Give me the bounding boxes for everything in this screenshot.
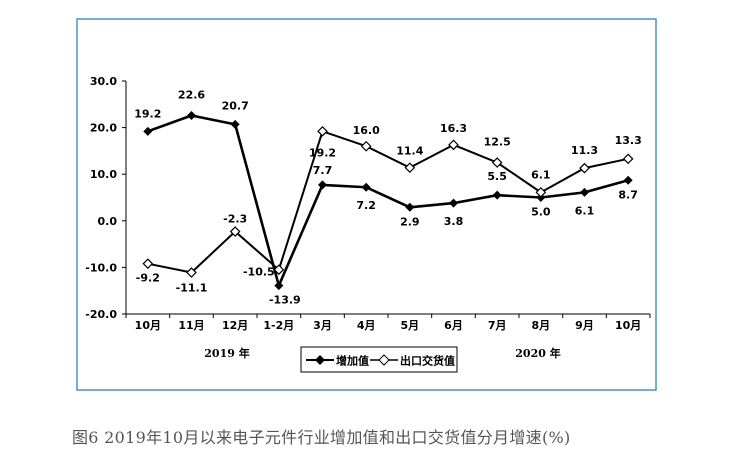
data-label: 16.3: [440, 122, 467, 135]
point-marker: [405, 202, 415, 212]
data-label: -10.5: [243, 266, 275, 279]
point-marker: [142, 258, 154, 270]
x-tick-label: 4月: [357, 319, 376, 332]
point-marker: [535, 187, 547, 198]
data-label: 22.6: [178, 88, 205, 101]
x-tick-label: 3月: [313, 319, 332, 332]
point-marker: [449, 198, 458, 208]
point-marker: [361, 182, 371, 192]
x-tick-label: 1-2月: [263, 319, 294, 332]
x-tick-label: 7月: [488, 319, 507, 332]
legend: 增加值 出口交货值: [300, 346, 458, 373]
y-tick-label: 20.0: [90, 122, 117, 135]
data-label: 19.2: [134, 107, 161, 120]
series-line-1: [147, 114, 629, 287]
data-label: 7.2: [356, 199, 376, 212]
y-tick-label: 0.0: [98, 215, 118, 228]
legend-label-2: 出口交货值: [400, 354, 455, 368]
point-marker: [317, 125, 328, 137]
legend-label-1: 增加值: [336, 354, 369, 368]
point-marker: [579, 162, 590, 174]
year-label-2020: 2020 年: [515, 346, 560, 360]
point-marker: [623, 175, 633, 185]
figure-caption: 图6 2019年10月以来电子元件行业增加值和出口交货值分月增速(%): [72, 428, 571, 447]
point-marker: [230, 119, 240, 129]
y-tick-label: 30.0: [90, 75, 117, 88]
point-marker: [360, 140, 372, 152]
y-tick-label: 10.0: [90, 168, 117, 181]
point-marker: [580, 187, 589, 197]
point-marker: [491, 157, 503, 168]
x-tick-label: 11月: [178, 319, 204, 332]
data-label: 8.7: [618, 188, 638, 201]
data-label: 7.7: [313, 164, 333, 177]
x-tick-label: 12月: [222, 319, 248, 332]
point-marker: [492, 190, 502, 200]
point-marker: [273, 264, 285, 276]
x-tick-label: 8月: [532, 319, 551, 332]
x-tick-label: 10月: [615, 319, 641, 332]
point-marker: [143, 126, 153, 136]
data-label: 5.0: [531, 206, 551, 219]
legend-marker-2: [378, 354, 390, 366]
legend-marker-1: [315, 355, 325, 365]
y-tick-label: -20.0: [85, 308, 117, 321]
x-tick-label: 6月: [444, 319, 463, 332]
point-marker: [318, 180, 327, 190]
x-tick-label: 10月: [135, 319, 161, 332]
point-marker: [186, 267, 197, 278]
x-tick-label: 9月: [575, 319, 594, 332]
chart-frame: [76, 18, 657, 391]
data-label: 20.7: [222, 99, 249, 112]
point-marker: [448, 139, 459, 151]
data-label: 13.3: [615, 134, 642, 147]
data-label: 3.8: [444, 215, 464, 228]
point-marker: [187, 110, 196, 120]
data-label: 6.1: [531, 168, 551, 181]
series-lines: [142, 110, 634, 291]
data-label: 11.3: [571, 144, 598, 157]
data-labels: 19.2 22.6 20.7 -13.9 7.7 7.2 2.9 3.8 5.5 5.0 6.1 8.…: [134, 88, 641, 306]
data-label: -13.9: [269, 294, 301, 307]
chart: 30.0 20.0 10.0 0.0 -10.0 -20.0 10月 11月 12月 1-2月 3月…: [76, 18, 657, 391]
data-label: 5.5: [487, 170, 507, 183]
data-label: -2.3: [223, 213, 247, 226]
axes: 30.0 20.0 10.0 0.0 -10.0 -20.0 10月 11月 12月 1-2月 3月…: [85, 75, 651, 332]
data-label: -11.1: [176, 282, 208, 295]
data-label: 11.4: [396, 145, 423, 158]
data-label: 12.5: [484, 136, 511, 149]
data-label: 6.1: [575, 204, 595, 217]
point-marker: [274, 281, 284, 291]
data-label: 2.9: [400, 215, 420, 228]
point-marker: [622, 153, 634, 165]
data-label: 19.2: [309, 146, 336, 159]
series-line-2: [147, 130, 629, 274]
year-label-2019: 2019 年: [204, 346, 249, 360]
y-tick-label: -10.0: [85, 261, 117, 274]
point-marker: [404, 162, 416, 174]
data-label: 16.0: [353, 124, 380, 137]
x-tick-label: 5月: [401, 319, 420, 332]
point-marker: [229, 226, 241, 237]
data-label: -9.2: [136, 272, 160, 285]
